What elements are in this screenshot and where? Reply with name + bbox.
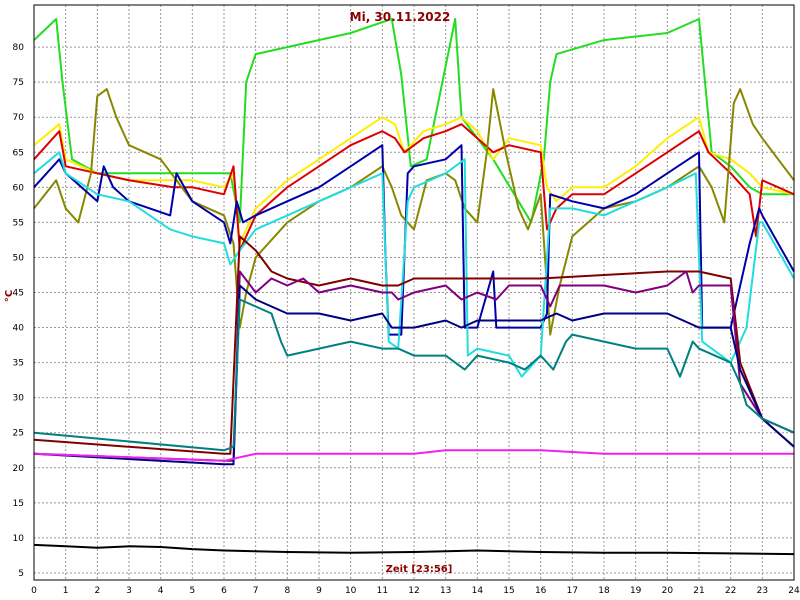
x-tick-label: 21 — [693, 586, 704, 596]
series-group — [33, 18, 795, 556]
y-tick-label: 50 — [13, 253, 25, 263]
x-tick-label: 2 — [94, 586, 100, 596]
plot-frame — [33, 4, 795, 581]
x-tick-label: 16 — [535, 586, 547, 596]
y-tick-label: 15 — [13, 499, 24, 509]
x-tick-label: 22 — [725, 586, 736, 596]
x-tick-label: 24 — [788, 586, 800, 596]
x-tick-label: 19 — [630, 586, 642, 596]
series-line-1 — [33, 18, 794, 224]
x-tick-label: 20 — [662, 586, 674, 596]
x-tick-label: 8 — [284, 586, 290, 596]
series-line-5 — [33, 144, 795, 336]
series-line-7 — [33, 235, 795, 455]
chart-title: Mi, 30.11.2022 — [350, 10, 451, 24]
y-tick-label: 70 — [13, 113, 25, 123]
series-line-3 — [33, 123, 795, 252]
tick-labels: 0 1 2 3 4 5 6 7 8 9 10 11 12 13 14 15 16 17 18 19 20 21 22 23 24… — [13, 43, 800, 596]
y-tick-label: 65 — [13, 148, 24, 158]
x-tick-label: 0 — [31, 586, 37, 596]
y-tick-label: 45 — [13, 289, 24, 299]
series-line-9 — [33, 284, 795, 466]
x-tick-label: 13 — [440, 586, 451, 596]
y-tick-label: 20 — [13, 464, 25, 474]
x-tick-label: 6 — [221, 586, 227, 596]
series-line-8 — [33, 270, 795, 462]
series-line-12 — [33, 543, 795, 556]
x-tick-label: 5 — [189, 586, 195, 596]
x-tick-label: 9 — [316, 586, 322, 596]
x-tick-label: 17 — [567, 586, 578, 596]
y-tick-label: 75 — [13, 78, 24, 88]
series-line-10 — [33, 298, 795, 452]
y-tick-label: 35 — [13, 359, 24, 369]
y-tick-label: 55 — [13, 218, 24, 228]
x-tick-label: 11 — [377, 586, 388, 596]
y-tick-label: 10 — [13, 534, 25, 544]
x-tick-label: 14 — [472, 586, 484, 596]
y-tick-label: 80 — [13, 43, 25, 53]
x-tick-label: 15 — [503, 586, 514, 596]
y-tick-label: 5 — [18, 569, 24, 579]
x-tick-label: 18 — [598, 586, 610, 596]
y-tick-label: 25 — [13, 429, 24, 439]
series-line-2 — [33, 116, 795, 245]
y-tick-label: 40 — [13, 324, 25, 334]
y-tick-label: 30 — [13, 394, 25, 404]
y-tick-label: 60 — [13, 183, 25, 193]
x-tick-label: 3 — [126, 586, 132, 596]
x-axis-label: Zeit [23:56] — [386, 564, 453, 575]
x-tick-label: 4 — [158, 586, 164, 596]
x-tick-label: 12 — [408, 586, 419, 596]
x-tick-label: 7 — [253, 586, 259, 596]
x-tick-label: 10 — [345, 586, 357, 596]
y-axis-label: °C — [4, 290, 15, 302]
x-tick-label: 1 — [63, 586, 69, 596]
x-tick-label: 23 — [757, 586, 768, 596]
series-line-11 — [33, 449, 794, 462]
series-line-6 — [33, 151, 795, 378]
